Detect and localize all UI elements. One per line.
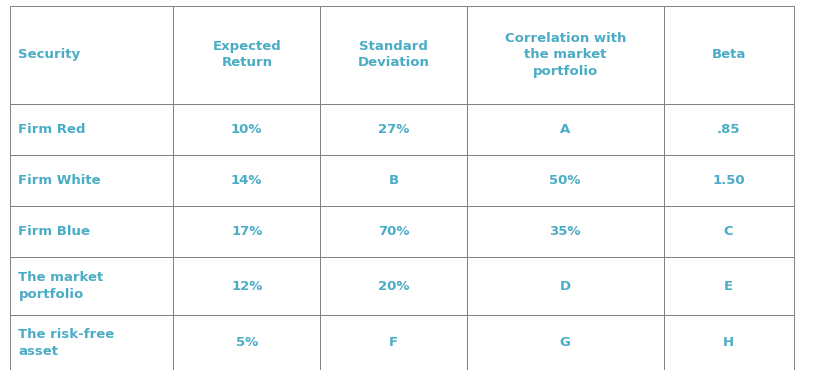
Text: F: F: [389, 336, 398, 350]
Bar: [320, 155, 467, 206]
Text: Standard
Deviation: Standard Deviation: [358, 40, 429, 69]
Text: E: E: [724, 279, 733, 293]
Text: 70%: 70%: [378, 225, 409, 238]
Bar: [320, 6, 467, 104]
Text: 5%: 5%: [235, 336, 258, 350]
Bar: [467, 6, 664, 104]
Bar: [173, 104, 320, 155]
Bar: [320, 315, 467, 370]
Text: C: C: [724, 225, 733, 238]
Bar: [173, 6, 320, 104]
Text: 10%: 10%: [231, 122, 262, 136]
Text: .85: .85: [716, 122, 741, 136]
Text: 17%: 17%: [231, 225, 262, 238]
Bar: [10, 6, 173, 104]
Bar: [320, 257, 467, 315]
Bar: [173, 315, 320, 370]
Bar: [10, 315, 173, 370]
Text: 50%: 50%: [550, 174, 581, 187]
Text: G: G: [560, 336, 571, 350]
Bar: [664, 315, 794, 370]
Bar: [173, 155, 320, 206]
Text: 20%: 20%: [378, 279, 409, 293]
Bar: [320, 104, 467, 155]
Text: H: H: [723, 336, 734, 350]
Bar: [467, 206, 664, 257]
Text: Firm Blue: Firm Blue: [18, 225, 91, 238]
Bar: [10, 257, 173, 315]
Bar: [10, 104, 173, 155]
Text: 14%: 14%: [231, 174, 262, 187]
Text: 12%: 12%: [231, 279, 262, 293]
Bar: [320, 206, 467, 257]
Text: The market
portfolio: The market portfolio: [18, 271, 104, 301]
Text: 27%: 27%: [378, 122, 409, 136]
Bar: [664, 257, 794, 315]
Text: Expected
Return: Expected Return: [212, 40, 282, 69]
Text: Correlation with
the market
portfolio: Correlation with the market portfolio: [504, 31, 626, 78]
Text: Beta: Beta: [711, 48, 746, 61]
Text: The risk-free
asset: The risk-free asset: [18, 328, 115, 358]
Text: Security: Security: [18, 48, 80, 61]
Bar: [664, 155, 794, 206]
Bar: [664, 206, 794, 257]
Bar: [664, 6, 794, 104]
Bar: [10, 206, 173, 257]
Text: 1.50: 1.50: [712, 174, 745, 187]
Text: D: D: [560, 279, 571, 293]
Bar: [467, 104, 664, 155]
Bar: [467, 315, 664, 370]
Text: B: B: [388, 174, 399, 187]
Text: Firm Red: Firm Red: [18, 122, 86, 136]
Bar: [664, 104, 794, 155]
Text: Firm White: Firm White: [18, 174, 101, 187]
Bar: [173, 257, 320, 315]
Text: A: A: [560, 122, 571, 136]
Text: 35%: 35%: [550, 225, 581, 238]
Bar: [10, 155, 173, 206]
Bar: [467, 257, 664, 315]
Bar: [467, 155, 664, 206]
Bar: [173, 206, 320, 257]
